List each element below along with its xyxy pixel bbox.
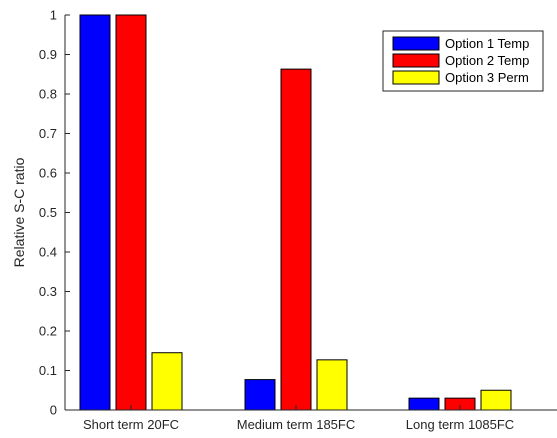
legend-entry-label: Option 2 Temp [445, 53, 529, 68]
x-tick-label: Short term 20FC [83, 417, 179, 432]
y-tick-label: 1 [50, 8, 57, 23]
y-tick-label: 0.6 [39, 166, 57, 181]
bar-1-1 [79, 14, 111, 411]
legend-entry-label: Option 3 Perm [445, 70, 529, 85]
y-tick-label: 0.4 [39, 245, 57, 260]
bar-1-3 [408, 397, 440, 411]
y-tick-label: 0.2 [39, 324, 57, 339]
x-tick-label: Long term 1085FC [406, 417, 514, 432]
y-tick-label: 0.8 [39, 87, 57, 102]
ticks-layer: 0 0.1 0.2 0.3 0.4 0.5 0.6 0.7 0.8 0.9 1 Short term … [39, 8, 514, 433]
y-axis-label: Relative S-C ratio [11, 157, 27, 267]
bar-3-1 [151, 352, 183, 411]
legend: Option 1 Temp Option 2 Temp Option 3 Perm [382, 30, 544, 92]
y-tick-label: 0 [50, 403, 57, 418]
legend-swatch [392, 53, 440, 68]
bar-3-2 [316, 359, 348, 411]
y-tick-label: 0.3 [39, 284, 57, 299]
bar-2-1 [115, 14, 147, 411]
legend-entry-label: Option 1 Temp [445, 36, 529, 51]
y-tick-label: 0.5 [39, 205, 57, 220]
y-tick-label: 0.1 [39, 363, 57, 378]
y-tick-label: 0.7 [39, 126, 57, 141]
x-tick-label: Medium term 185FC [237, 417, 355, 432]
bar-1-2 [244, 379, 276, 411]
bar-3-3 [480, 389, 512, 411]
legend-swatch [392, 36, 440, 51]
legend-swatch [392, 70, 440, 85]
y-tick-label: 0.9 [39, 47, 57, 62]
bar-2-2 [280, 68, 312, 411]
bars-layer [79, 14, 512, 411]
